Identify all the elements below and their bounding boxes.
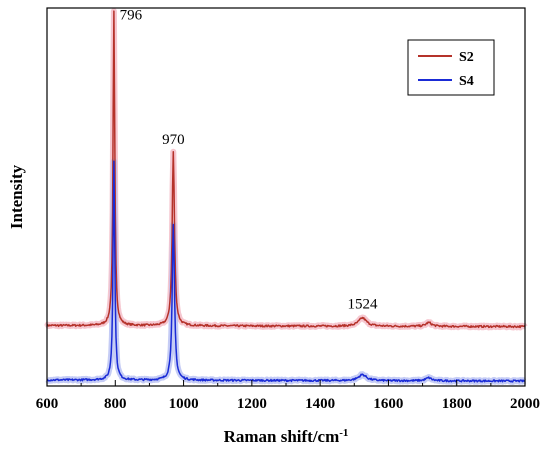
- x-tick-label: 1600: [373, 396, 403, 412]
- x-axis-title-superscript: -1: [339, 427, 348, 439]
- x-tick-label: 1800: [442, 396, 472, 412]
- legend-box: [407, 39, 495, 96]
- peak-label-1524: 1524: [347, 297, 378, 313]
- x-tick-label: 1400: [305, 396, 335, 412]
- peak-label-970: 970: [162, 132, 185, 148]
- x-tick-label: 1200: [237, 396, 267, 412]
- x-axis-title: Raman shift/cm-1: [224, 427, 349, 446]
- legend: S2 S4: [407, 39, 495, 96]
- annotation-layer: 796 970 1524: [120, 7, 378, 312]
- x-tick-label: 800: [104, 396, 127, 412]
- x-tick-label: 2000: [510, 396, 540, 412]
- y-axis-title: Intensity: [7, 164, 26, 229]
- legend-label-s2: S2: [459, 50, 474, 65]
- series-line-s4: [46, 160, 526, 383]
- x-tick-label: 1000: [169, 396, 199, 412]
- x-tick-label: 600: [36, 396, 59, 412]
- tick-layer: 600 800 1000 1200 1400 1600 1800 2000: [36, 380, 540, 412]
- peak-label-796: 796: [120, 7, 143, 23]
- x-axis-title-main: Raman shift/cm: [224, 427, 340, 446]
- legend-label-s4: S4: [459, 74, 474, 89]
- series-layer: [46, 10, 526, 383]
- series-line-s2: [46, 10, 526, 329]
